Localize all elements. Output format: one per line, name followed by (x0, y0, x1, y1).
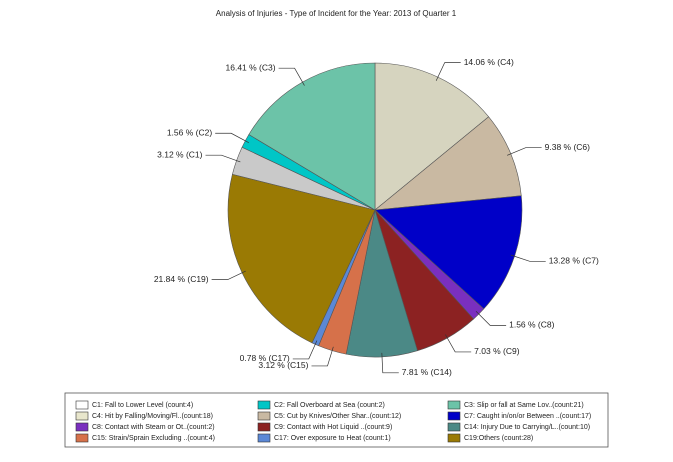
leader-line (445, 334, 472, 353)
leader-line (215, 132, 250, 143)
leader-line (507, 147, 542, 156)
legend-swatch (257, 400, 271, 410)
legend-label: C2: Fall Overboard at Sea (count:2) (274, 402, 385, 409)
legend-label: C3: Slip or fall at Same Lov..(count:21) (464, 402, 584, 409)
data-label: 16.41 % (C3) (226, 62, 276, 72)
legend-swatch (257, 422, 271, 432)
data-label: 0.78 % (C17) (240, 353, 290, 363)
legend-swatch (447, 433, 461, 443)
legend-swatch (75, 411, 89, 421)
legend-swatch (447, 411, 461, 421)
legend-swatch (447, 422, 461, 432)
legend-swatch (75, 433, 89, 443)
leader-line (205, 154, 241, 163)
legend-label: C5: Cut by Knives/Other Shar..(count:12) (274, 413, 401, 420)
data-label: 14.06 % (C4) (464, 57, 514, 67)
leader-line (510, 254, 546, 262)
legend-swatch (75, 400, 89, 410)
chart-title: Analysis of Injuries - Type of Incident … (216, 9, 457, 18)
data-label: 7.81 % (C14) (402, 367, 452, 377)
leader-line (381, 352, 399, 374)
legend-box (64, 392, 609, 448)
leader-line (292, 340, 318, 360)
data-label: 21.84 % (C19) (154, 274, 209, 284)
leader-line (311, 346, 334, 367)
data-label: 3.12 % (C15) (258, 360, 308, 370)
legend-label: C19:Others (count:28) (464, 435, 533, 442)
data-label: 1.56 % (C8) (509, 320, 555, 330)
data-label: 3.12 % (C1) (157, 149, 203, 159)
legend-label: C17: Over exposure to Heat (count:1) (274, 435, 391, 442)
legend-swatch (257, 433, 271, 443)
legend-label: C9: Contact with Hot Liquid ..(count:9) (274, 424, 392, 431)
legend-swatch (257, 411, 271, 421)
leader-line (435, 62, 461, 81)
leader-line (475, 310, 507, 326)
leader-line (211, 270, 246, 280)
legend-swatch (75, 422, 89, 432)
data-label: 9.38 % (C6) (545, 142, 591, 152)
legend-label: C1: Fall to Lower Level (count:4) (92, 402, 193, 409)
legend-label: C14: Injury Due to Carrying/L..(count:10… (464, 424, 590, 431)
data-label: 7.03 % (C9) (474, 346, 520, 356)
leader-line (278, 67, 305, 86)
legend-label: C15: Strain/Sprain Excluding ..(count:4) (92, 435, 215, 442)
data-label: 1.56 % (C2) (167, 128, 213, 138)
legend-label: C7: Caught in/on/or Between ..(count:17) (464, 413, 591, 420)
legend-label: C4: Hit by Falling/Moving/Fl..(count:18) (92, 413, 213, 420)
legend-label: C8: Contact with Steam or Ot..(count:2) (92, 424, 215, 431)
data-label: 13.28 % (C7) (549, 256, 599, 266)
legend-swatch (447, 400, 461, 410)
